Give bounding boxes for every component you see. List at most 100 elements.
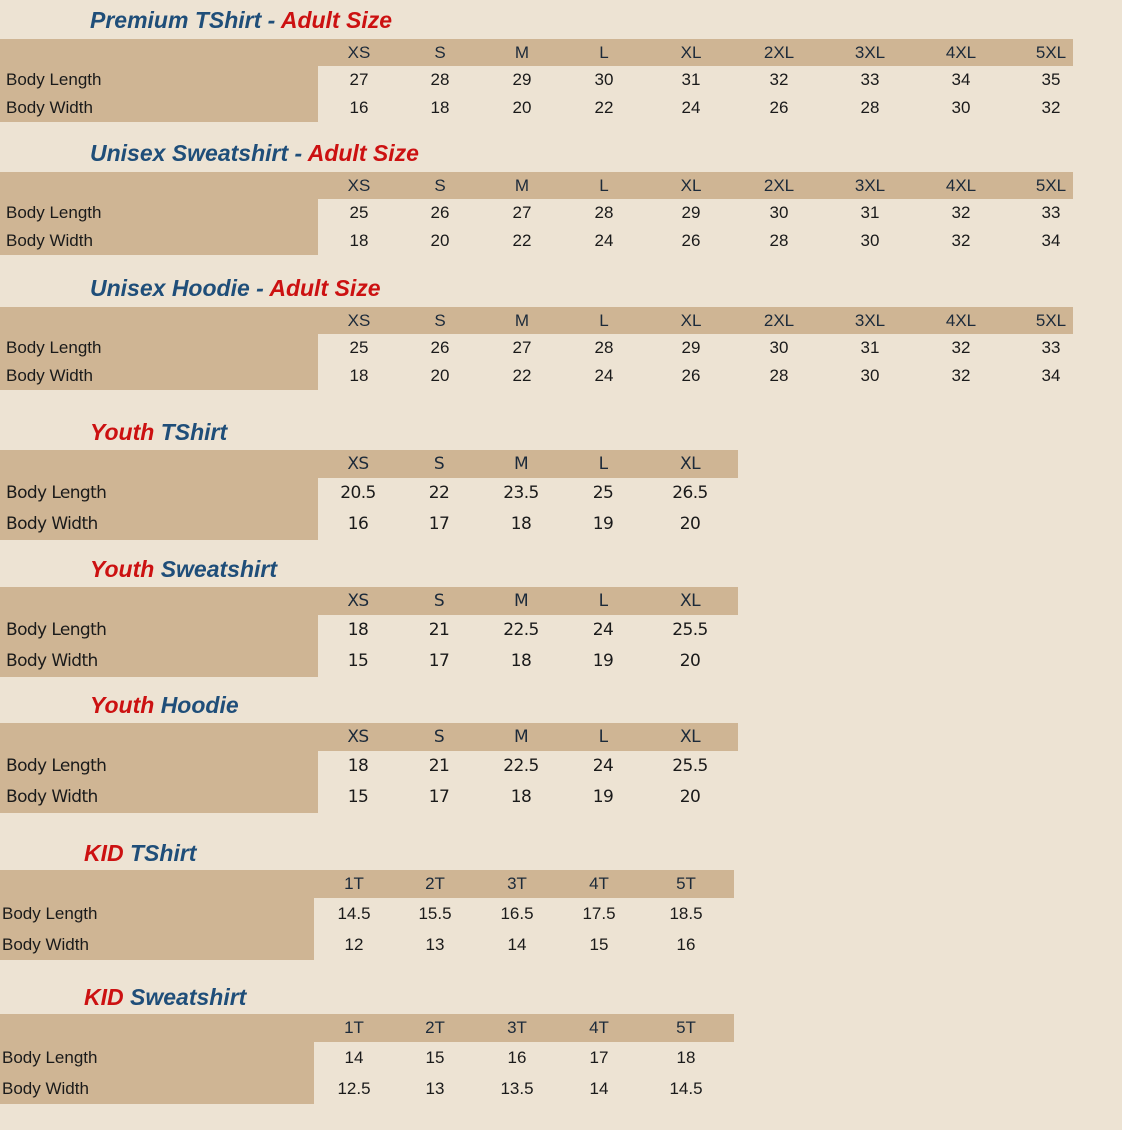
row-label: Body Width [6,651,98,671]
row-label: Body Length [2,904,98,923]
size-header: XS [347,43,371,62]
measurement-value: 16 [507,1048,527,1067]
size-header: 4XL [945,43,977,62]
measurement-value: 32 [1041,98,1061,117]
measurement-value: 21 [428,620,450,640]
measurement-value: 33 [1041,338,1061,357]
title-part: Adult Size [280,7,393,33]
row-label: Body Length [2,1048,98,1067]
title-part: Youth [90,692,161,718]
size-header: L [598,454,608,474]
measurement-value: 30 [769,203,789,222]
measurement-value: 24 [594,231,614,250]
measurement-value: 13.5 [500,1079,534,1098]
measurement-value: 32 [951,366,971,385]
title-part: TShirt [160,419,228,445]
size-header: XS [347,591,369,611]
title-part: KID [84,840,130,866]
size-header: L [599,176,609,195]
size-header: M [513,727,529,747]
size-header: XS [347,311,371,330]
measurement-value: 32 [769,70,789,89]
measurement-value: 32 [951,203,971,222]
measurement-value: 18 [347,756,369,776]
size-header: M [514,176,530,195]
size-header: M [513,591,529,611]
measurement-value: 20 [512,98,532,117]
measurement-value: 27 [349,70,369,89]
measurement-value: 28 [594,338,614,357]
measurement-value: 25.5 [672,620,708,640]
measurement-value: 24 [594,366,614,385]
measurement-value: 22 [512,231,532,250]
measurement-value: 26 [430,338,450,357]
measurement-value: 13 [425,935,445,954]
title-part: Unisex Sweatshirt - [90,140,308,166]
measurement-value: 24 [592,620,614,640]
measurement-value: 29 [681,203,701,222]
label-column [0,172,318,255]
size-header: 5XL [1035,43,1067,62]
measurement-value: 23.5 [503,483,539,503]
size-header: 4T [589,874,609,893]
measurement-value: 20 [430,231,450,250]
measurement-value: 18.5 [669,904,703,923]
measurement-value: 17 [428,787,450,807]
measurement-value: 17 [428,651,450,671]
title-part: Sweatshirt [130,984,247,1010]
size-header: 2XL [763,43,795,62]
measurement-value: 16 [349,98,369,117]
size-header: XL [680,43,702,62]
row-label: Body Length [6,756,107,776]
measurement-value: 18 [347,620,369,640]
table-title: Premium TShirt - Adult Size [90,7,392,34]
measurement-value: 22 [594,98,614,117]
table-title: Youth Hoodie [90,692,239,719]
measurement-value: 22 [428,483,450,503]
row-label: Body Width [6,98,93,117]
measurement-value: 15.5 [418,904,452,923]
title-part: Adult Size [307,140,419,166]
measurement-value: 21 [428,756,450,776]
measurement-value: 14.5 [337,904,371,923]
size-header: 3XL [854,311,886,330]
measurement-value: 15 [347,787,369,807]
measurement-value: 32 [951,338,971,357]
measurement-value: 22 [512,366,532,385]
measurement-value: 18 [510,651,532,671]
size-header: S [434,311,446,330]
row-label: Body Width [2,1079,89,1098]
measurement-value: 34 [951,70,971,89]
table-title: Unisex Sweatshirt - Adult Size [90,140,419,167]
measurement-value: 17 [428,514,450,534]
measurement-value: 16 [676,935,696,954]
measurement-value: 30 [769,338,789,357]
label-column [0,1014,314,1104]
size-header: S [433,591,445,611]
size-header: XS [347,454,369,474]
measurement-value: 25 [349,203,369,222]
size-header: 5T [676,874,696,893]
measurement-value: 18 [676,1048,696,1067]
size-header: M [513,454,529,474]
label-column [0,450,318,540]
title-part: Unisex Hoodie - [90,275,270,301]
size-header: 3T [507,1018,527,1037]
measurement-value: 28 [769,231,789,250]
row-label: Body Length [6,203,102,222]
row-label: Body Length [6,70,102,89]
measurement-value: 18 [430,98,450,117]
label-column [0,723,318,813]
title-part: Premium TShirt - [90,7,281,33]
title-part: KID [84,984,130,1010]
size-header: 2XL [763,176,795,195]
row-label: Body Width [6,231,93,250]
measurement-value: 22.5 [503,756,539,776]
measurement-value: 12.5 [337,1079,371,1098]
measurement-value: 32 [951,231,971,250]
table-title: Youth TShirt [90,419,227,446]
label-column [0,39,318,122]
size-header: 3XL [854,43,886,62]
size-header: S [433,454,445,474]
row-label: Body Length [6,483,107,503]
